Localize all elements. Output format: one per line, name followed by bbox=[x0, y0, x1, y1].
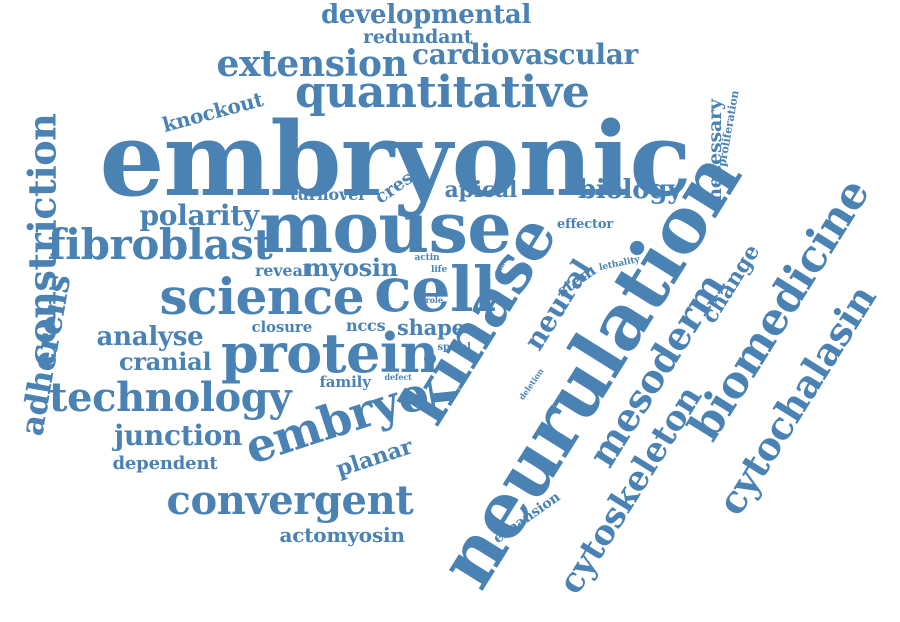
word: nccs bbox=[346, 316, 386, 335]
word: protein bbox=[221, 321, 439, 385]
word: analyse bbox=[96, 322, 204, 352]
word: biology bbox=[578, 175, 683, 205]
word: apical bbox=[444, 177, 518, 203]
word: embryonic bbox=[99, 100, 692, 220]
word: myosin bbox=[304, 253, 398, 282]
word: mouse bbox=[259, 186, 512, 269]
word: life bbox=[431, 264, 448, 275]
word: fibroblast bbox=[47, 220, 273, 269]
word: cranial bbox=[119, 347, 212, 376]
word: family bbox=[319, 372, 371, 391]
word: actomyosin bbox=[279, 523, 405, 547]
word: developmental bbox=[321, 0, 532, 30]
word: defect bbox=[384, 372, 412, 382]
word: turnover bbox=[290, 185, 367, 204]
word: actin bbox=[414, 252, 440, 263]
word: extension bbox=[216, 43, 408, 85]
word: effector bbox=[557, 216, 614, 232]
word: convergent bbox=[166, 477, 414, 524]
word: role bbox=[425, 295, 443, 305]
word: spinal bbox=[437, 342, 471, 353]
word: cardiovascular bbox=[412, 38, 639, 71]
word: cell bbox=[374, 253, 496, 326]
word: reveal bbox=[255, 261, 309, 280]
word: dependent bbox=[112, 453, 218, 474]
word: quantitative bbox=[295, 67, 590, 118]
word: science bbox=[159, 267, 365, 326]
word: technology bbox=[49, 374, 292, 421]
word: junction bbox=[114, 419, 243, 452]
word: shape bbox=[397, 314, 465, 340]
word: polarity bbox=[139, 199, 260, 232]
word: closure bbox=[251, 317, 313, 336]
word: redundant bbox=[363, 25, 473, 48]
